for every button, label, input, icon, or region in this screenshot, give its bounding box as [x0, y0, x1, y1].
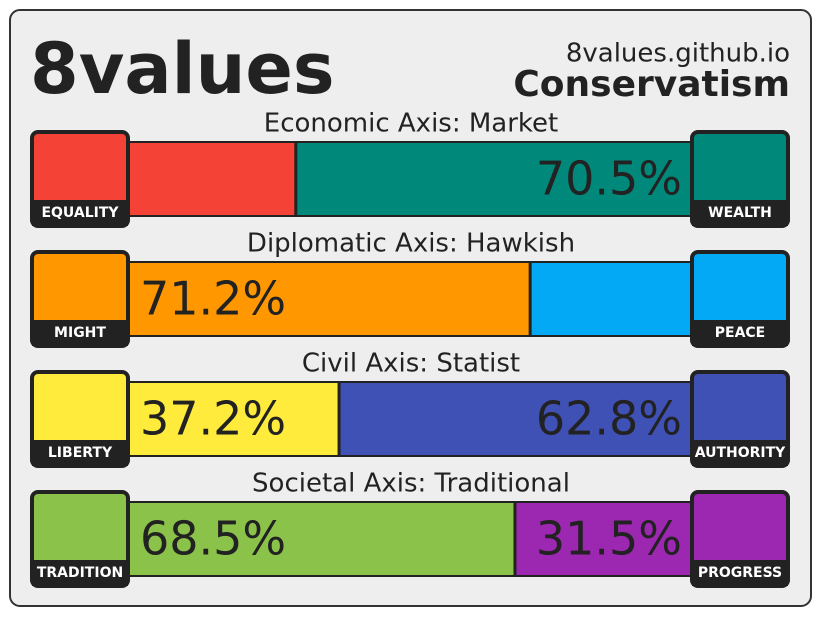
axis-title: Economic Axis: Market	[264, 109, 558, 139]
left-percent: 71.2%	[140, 272, 286, 326]
title: 8values	[30, 28, 335, 110]
left-name: EQUALITY	[41, 205, 119, 221]
left-segment	[130, 263, 531, 335]
left-percent: 37.2%	[140, 392, 286, 446]
left-icon-band	[32, 440, 128, 466]
right-segment	[339, 383, 692, 455]
left-segment	[130, 503, 515, 575]
right-name: AUTHORITY	[695, 445, 786, 461]
right-icon-band	[692, 320, 788, 346]
right-percent: 31.5%	[536, 512, 682, 566]
left-icon-band	[32, 320, 128, 346]
right-percent: 62.8%	[536, 392, 682, 446]
right-segment	[295, 143, 692, 215]
right-percent: 70.5%	[536, 152, 682, 206]
axis-title: Civil Axis: Statist	[302, 349, 520, 379]
ideology: Conservatism	[513, 64, 790, 105]
right-icon-band	[692, 560, 788, 586]
right-name: WEALTH	[708, 205, 772, 221]
right-name: PEACE	[715, 325, 766, 341]
axis-title: Societal Axis: Traditional	[252, 469, 570, 499]
right-name: PROGRESS	[698, 565, 782, 581]
left-icon-band	[32, 560, 128, 586]
left-name: LIBERTY	[48, 445, 113, 461]
right-icon-band	[692, 440, 788, 466]
left-segment	[130, 383, 340, 455]
left-segment	[130, 143, 296, 215]
left-name: MIGHT	[54, 325, 106, 341]
left-icon-band	[32, 200, 128, 226]
right-segment	[530, 263, 692, 335]
right-icon-band	[692, 200, 788, 226]
left-percent: 68.5%	[140, 512, 286, 566]
site: 8values.github.io	[566, 39, 790, 69]
right-segment	[514, 503, 692, 575]
left-name: TRADITION	[37, 565, 123, 581]
axis-title: Diplomatic Axis: Hawkish	[247, 229, 575, 259]
